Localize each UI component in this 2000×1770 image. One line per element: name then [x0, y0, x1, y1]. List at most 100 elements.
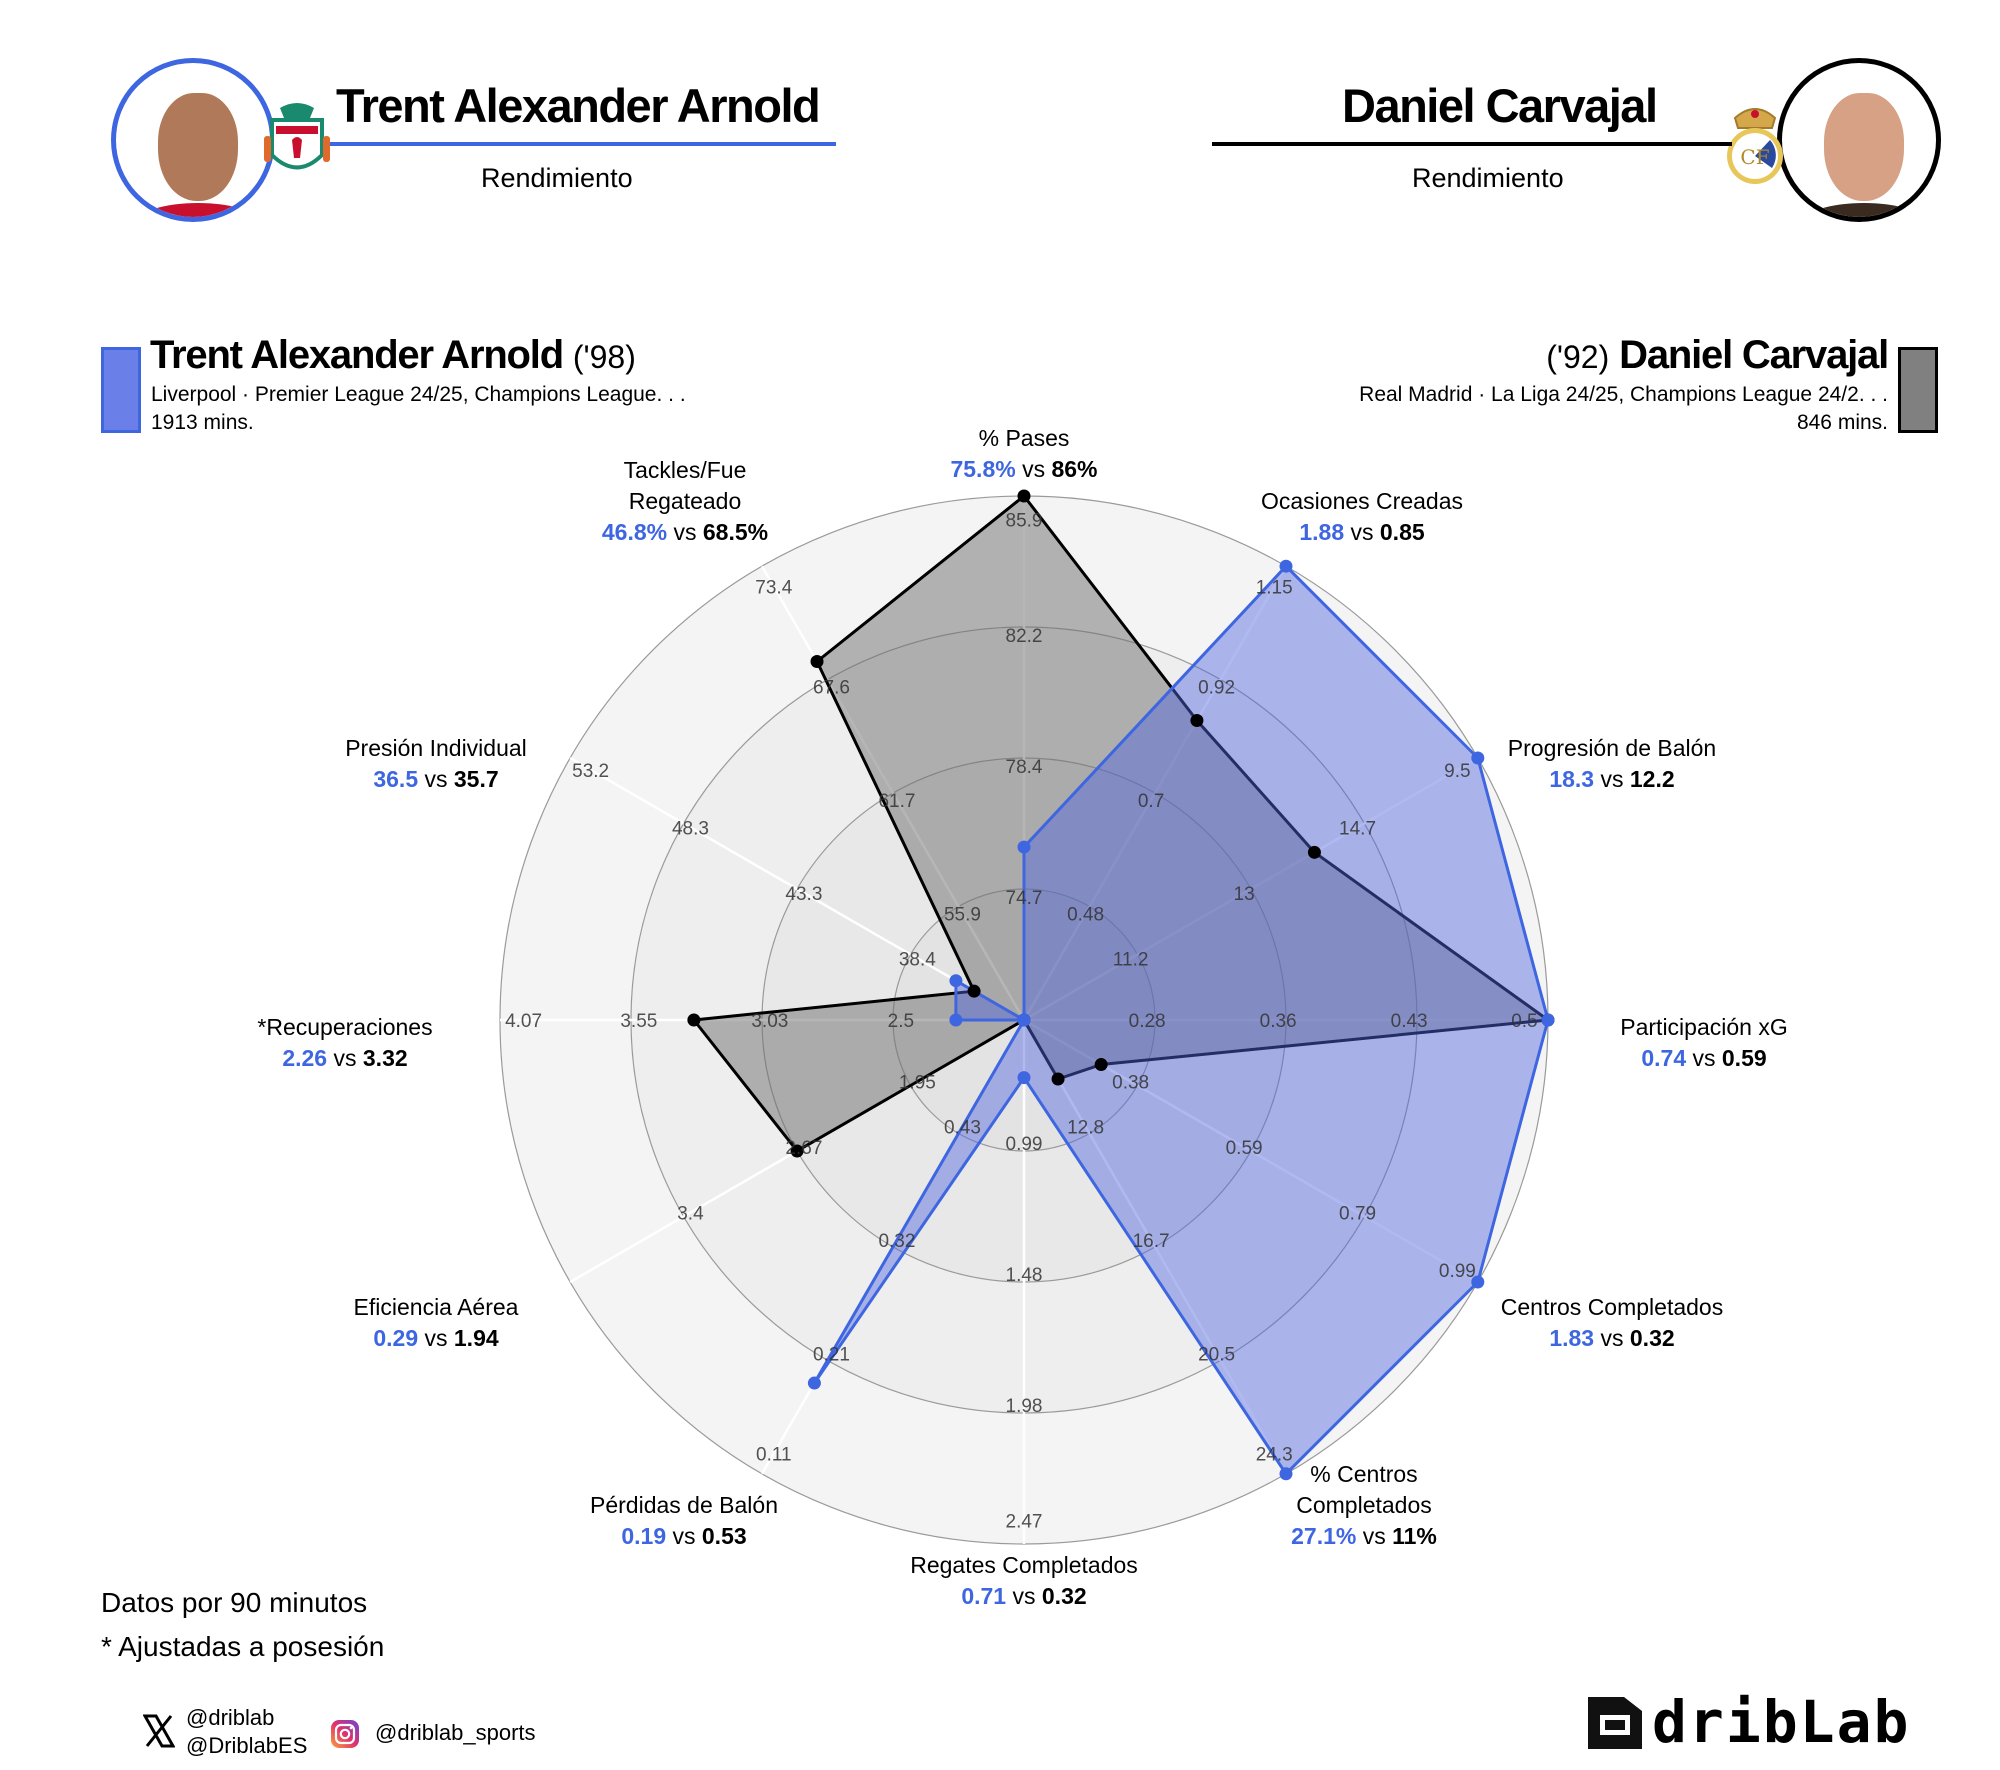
axis-values: 75.8% vs 86%: [950, 454, 1097, 485]
radar-point: [1307, 845, 1321, 859]
axis-label-9: Eficiencia Aérea 0.29 vs 1.94: [354, 1292, 519, 1354]
axis-label-5: Centros Completados 1.83 vs 0.32: [1501, 1292, 1723, 1354]
radar-tick-label: 0.48: [1067, 904, 1104, 925]
axis-name: Progresión de Balón: [1507, 735, 1717, 761]
radar-tick-label: 0.59: [1226, 1138, 1263, 1159]
svg-text:CF: CF: [1740, 145, 1769, 169]
vs-separator: vs: [1344, 519, 1380, 545]
vs-separator: vs: [1686, 1045, 1722, 1071]
axis-name: Ocasiones Creadas: [1261, 488, 1463, 514]
radar-point: [810, 655, 824, 669]
axis-values: 1.83 vs 0.32: [1501, 1323, 1723, 1354]
axis-label-1: % Pases 75.8% vs 86%: [950, 423, 1097, 485]
radar-point: [1541, 1013, 1555, 1027]
radar-tick-label: 0.38: [1112, 1073, 1149, 1094]
player-1-value: 18.3: [1549, 766, 1595, 792]
header-left-underline: [330, 142, 836, 146]
player-2-shirt-image: [1802, 203, 1926, 217]
radar-tick-label: 38.4: [899, 949, 936, 970]
player-1-value: 46.8%: [601, 519, 668, 545]
radar-tick-label: 1.48: [1006, 1265, 1043, 1286]
radar-point: [1190, 713, 1204, 727]
radar-tick-label: 2.67: [785, 1138, 822, 1159]
player-1-value: 0.71: [961, 1583, 1007, 1609]
radar-tick-label: 0.99: [1439, 1261, 1476, 1282]
player-2-value: 0.53: [701, 1523, 747, 1549]
header-player-2-name: Daniel Carvajal: [1342, 79, 1658, 132]
radar-tick-label: 78.4: [1006, 757, 1043, 778]
radar-point: [687, 1013, 701, 1027]
axis-name: Eficiencia Aérea: [353, 1294, 519, 1320]
radar-tick-label: 0.92: [1198, 677, 1235, 698]
axis-name: Centros Completados: [1500, 1294, 1724, 1320]
radar-tick-label: 73.4: [755, 578, 792, 599]
radar-point: [1051, 1072, 1065, 1086]
vs-separator: vs: [1356, 1523, 1393, 1549]
axis-name: Regateado: [628, 488, 742, 514]
radar-tick-label: 0.21: [813, 1345, 850, 1366]
player-2-value: 3.32: [362, 1045, 408, 1071]
axis-label-12: Tackles/Fue Regateado 46.8% vs 68.5%: [602, 455, 768, 548]
axis-label-8: Pérdidas de Balón 0.19 vs 0.53: [590, 1490, 778, 1552]
radar-spoke: [569, 756, 1025, 1022]
player-2-value: 0.32: [1041, 1583, 1087, 1609]
radar-point: [1017, 1071, 1031, 1085]
header-right-underline: [1212, 142, 1732, 146]
radar-tick-label: 48.3: [672, 818, 709, 839]
liverpool-crest-icon: [264, 103, 330, 170]
instagram-handle[interactable]: @driblab_sports: [375, 1720, 536, 1745]
axis-values: 1.88 vs 0.85: [1261, 517, 1463, 548]
radar-tick-label: 1.95: [899, 1073, 936, 1094]
radar-point: [1471, 1275, 1485, 1289]
player-2-value: 0.32: [1629, 1325, 1675, 1351]
radar-tick-label: 1.98: [1006, 1396, 1043, 1417]
player-2-name: ('92) Daniel Carvajal: [1546, 333, 1889, 378]
player-1-name-text: Trent Alexander Arnold: [150, 333, 564, 377]
vs-separator: vs: [327, 1045, 363, 1071]
radar-tick-label: 61.7: [878, 791, 915, 812]
player-1-competitions: Liverpool · Premier League 24/25, Champi…: [151, 383, 686, 406]
axis-values: 36.5 vs 35.7: [345, 764, 527, 795]
x-handle-driblabes[interactable]: @DriblabES: [186, 1733, 308, 1758]
radar-tick-label: 43.3: [785, 884, 822, 905]
axis-values: 27.1% vs 11%: [1291, 1521, 1437, 1552]
radar-tick-label: 13: [1234, 884, 1255, 905]
radar-tick-label: 3.03: [751, 1011, 788, 1032]
radar-tick-label: 82.2: [1006, 626, 1043, 647]
player-1-avatar: [111, 58, 275, 222]
player-2-value: 1.94: [453, 1325, 499, 1351]
axis-label-7: Regates Completados 0.71 vs 0.32: [910, 1550, 1138, 1612]
vs-separator: vs: [666, 1523, 702, 1549]
radar-tick-label: 0.11: [756, 1444, 792, 1465]
vs-separator: vs: [1006, 1583, 1042, 1609]
radar-tick-label: 2.5: [888, 1011, 914, 1032]
axis-label-6: % Centros Completados 27.1% vs 11%: [1291, 1459, 1437, 1552]
radar-tick-label: 0.43: [944, 1118, 981, 1139]
radar-tick-label: 85.9: [1006, 511, 1043, 532]
radar-tick-label: 4.07: [505, 1011, 542, 1032]
radar-tick-label: 12.8: [1067, 1118, 1104, 1139]
player-2-value: 35.7: [453, 766, 499, 792]
footnote-per-90: Datos por 90 minutos: [101, 1587, 368, 1618]
player-1-value: 36.5: [373, 766, 419, 792]
radar-tick-label: 53.2: [572, 761, 609, 782]
radar-tick-label: 67.6: [813, 677, 850, 698]
vs-separator: vs: [1594, 766, 1630, 792]
radar-point: [1471, 751, 1485, 765]
vs-separator: vs: [1594, 1325, 1630, 1351]
radar-tick-label: 0.32: [878, 1231, 915, 1252]
player-1-color-swatch: [101, 347, 141, 433]
axis-name: Presión Individual: [345, 735, 527, 761]
radar-tick-label: 11.2: [1113, 949, 1149, 970]
radar-tick-label: 14.7: [1339, 818, 1376, 839]
radar-tick-label: 3.55: [620, 1011, 657, 1032]
player-2-value: 11%: [1392, 1523, 1437, 1549]
radar-tick-label: 0.28: [1129, 1011, 1166, 1032]
player-1-value: 1.88: [1299, 519, 1345, 545]
axis-label-11: Presión Individual 36.5 vs 35.7: [345, 733, 527, 795]
player-1-face-image: [158, 93, 238, 201]
x-handle-driblab[interactable]: @driblab: [186, 1705, 275, 1730]
axis-label-3: Progresión de Balón 18.3 vs 12.2: [1508, 733, 1716, 795]
header-player-1-name: Trent Alexander Arnold: [336, 79, 821, 132]
header-right-subtitle: Rendimiento: [1412, 163, 1564, 193]
